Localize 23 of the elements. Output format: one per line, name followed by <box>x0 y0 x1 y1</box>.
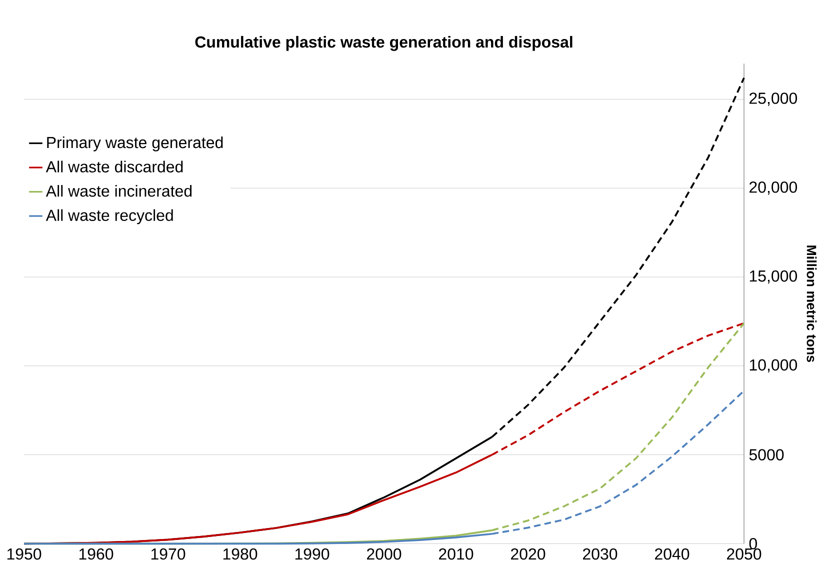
y-tick-label: 0 <box>749 538 757 550</box>
y-tick-label: 5000 <box>749 449 784 460</box>
legend-label: All waste recycled <box>46 209 173 224</box>
y-tick-label: 10,000 <box>750 359 798 372</box>
x-tick-label: 1960 <box>79 548 114 560</box>
legend-label: Primary waste generated <box>47 136 223 152</box>
x-tick-label: 2020 <box>511 548 546 560</box>
x-tick-label: 2040 <box>655 548 690 560</box>
y-axis-title: Million metric tons <box>806 246 817 362</box>
y-tick-label: 25,000 <box>750 92 798 106</box>
x-tick-label: 2030 <box>583 548 618 560</box>
x-tick-label: 1950 <box>7 548 42 560</box>
x-tick-label: 2000 <box>367 548 402 560</box>
y-tick-label: 20,000 <box>750 181 798 195</box>
legend-label: All waste discarded <box>46 160 183 172</box>
y-tick-label: 15,000 <box>750 270 798 284</box>
x-tick-label: 1970 <box>151 548 186 560</box>
legend-label: All waste incinerated <box>46 184 192 197</box>
x-tick-label: 1990 <box>295 548 330 560</box>
x-tick-label: 2010 <box>439 548 474 560</box>
x-tick-label: 1980 <box>223 548 258 560</box>
x-tick-label: 2050 <box>727 548 762 560</box>
chart-title: Cumulative plastic waste generation and disposal <box>195 36 572 51</box>
